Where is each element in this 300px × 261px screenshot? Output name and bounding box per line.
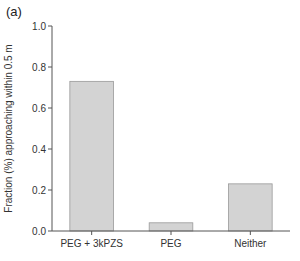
y-axis-line: [52, 26, 53, 231]
y-tick-label: 0.6: [32, 103, 46, 114]
chart: (a) Fraction (%) approaching within 0.5 m…: [0, 0, 300, 261]
y-tick: [48, 108, 52, 109]
x-tick: [171, 231, 172, 235]
y-tick: [48, 67, 52, 68]
x-tick-label: PEG: [160, 238, 181, 249]
x-tick: [250, 231, 251, 235]
y-tick-label: 0.2: [32, 185, 46, 196]
title: (a): [6, 4, 22, 19]
y-tick: [48, 149, 52, 150]
y-axis-label: Fraction (%) approaching within 0.5 m: [3, 44, 14, 212]
bar: [149, 223, 193, 231]
y-tick: [48, 231, 52, 232]
y-tick: [48, 26, 52, 27]
x-tick-label: PEG + 3kPZS: [60, 238, 123, 249]
y-tick-label: 0.0: [32, 226, 46, 237]
x-tick: [91, 231, 92, 235]
y-tick-label: 0.8: [32, 62, 46, 73]
y-tick: [48, 190, 52, 191]
x-tick-label: Neither: [234, 238, 267, 249]
bar: [70, 81, 114, 231]
y-tick-label: 0.4: [32, 144, 46, 155]
y-tick-label: 1.0: [32, 21, 46, 32]
bar: [229, 184, 273, 231]
